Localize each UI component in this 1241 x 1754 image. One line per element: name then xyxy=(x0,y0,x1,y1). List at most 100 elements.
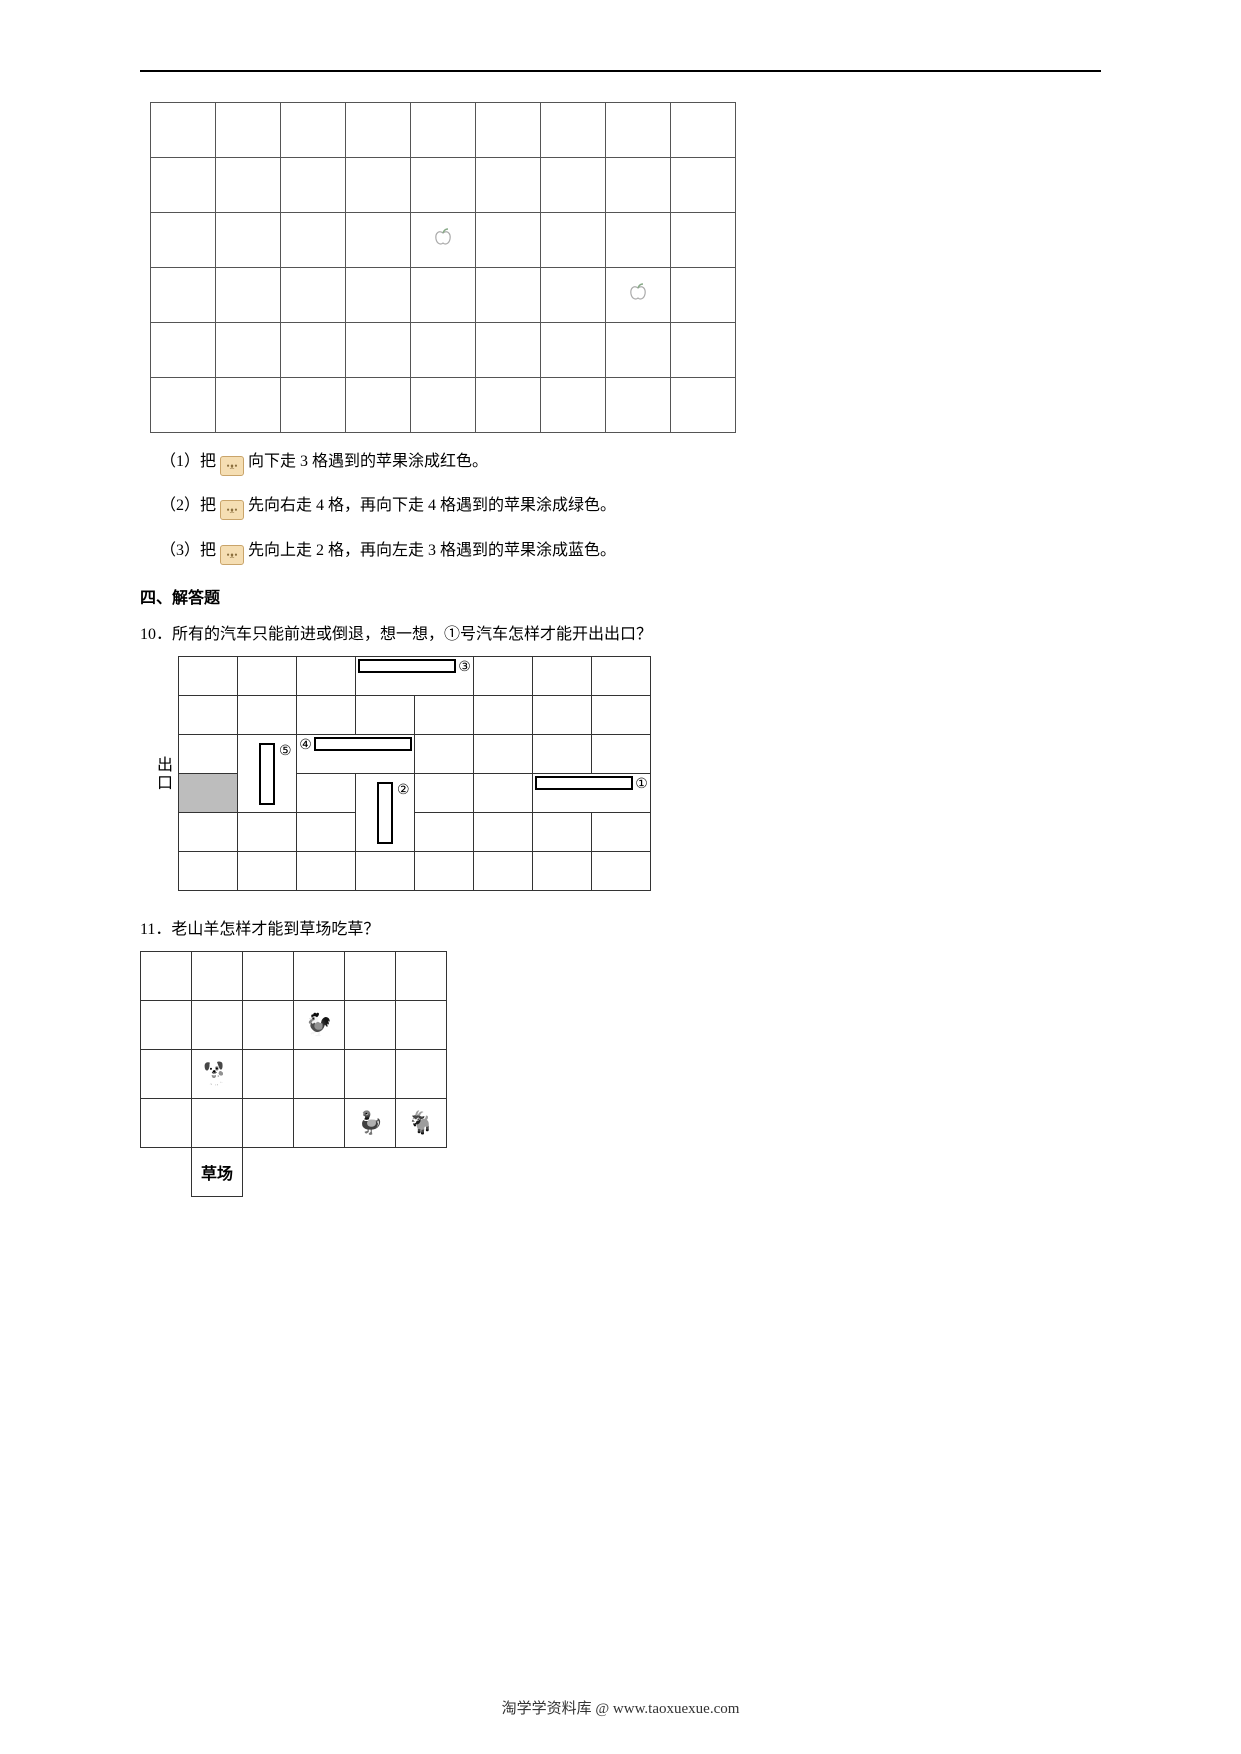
car-cell: ③ xyxy=(356,657,474,696)
car-label: ③ xyxy=(458,659,471,676)
car-grid-cell xyxy=(179,774,238,813)
apple-grid-cell xyxy=(541,378,606,433)
apple-grid-cell xyxy=(346,323,411,378)
goat-grid-cell: 🐕 xyxy=(192,1050,243,1099)
goat-grid-cell xyxy=(141,1001,192,1050)
apple-grid-cell xyxy=(346,268,411,323)
apple-grid-cell xyxy=(151,213,216,268)
apple-grid-cell xyxy=(411,213,476,268)
goat-grid-cell xyxy=(243,952,294,1001)
car-grid-cell xyxy=(238,852,297,891)
exit-label: 出口 xyxy=(150,756,174,792)
apple-grid-cell xyxy=(541,158,606,213)
apple-grid-cell xyxy=(671,158,736,213)
subq-3-tail: 先向上走 2 格，再向左走 3 格遇到的苹果涂成蓝色。 xyxy=(248,542,616,559)
apple-grid-cell xyxy=(216,158,281,213)
subq-1: （1）把 向下走 3 格遇到的苹果涂成红色。 xyxy=(160,447,1101,477)
goat-grid-cell xyxy=(141,952,192,1001)
car-grid-cell xyxy=(592,657,651,696)
apple-grid-cell xyxy=(476,268,541,323)
goat-grid-cell xyxy=(345,1050,396,1099)
car-grid-cell xyxy=(474,657,533,696)
car-label: ⑤ xyxy=(279,743,292,760)
goat-grid-cell xyxy=(345,1001,396,1050)
apple-grid-cell xyxy=(606,158,671,213)
animal-icon: 🐐 xyxy=(407,1110,434,1135)
car-grid-cell xyxy=(415,852,474,891)
subq-3: （3）把 先向上走 2 格，再向左走 3 格遇到的苹果涂成蓝色。 xyxy=(160,536,1101,566)
car-body-shape xyxy=(377,782,393,844)
goat-grid-cell: 🦆 xyxy=(345,1099,396,1148)
goat-grid-cell xyxy=(294,1148,345,1197)
goat-grid-cell xyxy=(192,1001,243,1050)
goat-grid-cell xyxy=(396,1001,447,1050)
goat-grid-cell xyxy=(243,1148,294,1197)
cat-icon xyxy=(220,545,244,565)
car-cell: ② xyxy=(356,774,415,852)
apple-grid-cell xyxy=(671,103,736,158)
car-grid-cell xyxy=(415,735,474,774)
car-grid-cell xyxy=(415,813,474,852)
goat-grid-cell xyxy=(192,1099,243,1148)
apple-grid xyxy=(150,102,736,433)
goat-grid-cell: 草场 xyxy=(192,1148,243,1197)
apple-grid-cell xyxy=(346,103,411,158)
apple-grid-cell xyxy=(281,103,346,158)
car-grid-body: ③⑤④②① xyxy=(179,657,651,891)
car-grid-cell xyxy=(179,735,238,774)
apple-grid-cell xyxy=(411,378,476,433)
car-grid-cell xyxy=(238,657,297,696)
apple-grid-cell xyxy=(216,213,281,268)
apple-grid-cell xyxy=(346,378,411,433)
goat-grid-cell: 🐐 xyxy=(396,1099,447,1148)
apple-grid-cell xyxy=(411,323,476,378)
apple-grid-cell xyxy=(671,268,736,323)
apple-grid-cell xyxy=(281,268,346,323)
car-grid-cell xyxy=(474,735,533,774)
apple-grid-cell xyxy=(671,323,736,378)
subq-1-tail: 向下走 3 格遇到的苹果涂成红色。 xyxy=(248,453,488,470)
goat-grid-cell xyxy=(396,952,447,1001)
car-grid-cell xyxy=(179,696,238,735)
goat-grid: 🐓🐕🦆🐐草场 xyxy=(140,951,447,1197)
apple-grid-cell xyxy=(476,378,541,433)
car-grid-cell xyxy=(356,852,415,891)
apple-grid-cell xyxy=(346,213,411,268)
goat-grid-cell xyxy=(294,1050,345,1099)
goat-grid-cell xyxy=(396,1148,447,1197)
car-grid-cell xyxy=(533,813,592,852)
car-grid-cell xyxy=(474,852,533,891)
goat-grid-cell xyxy=(345,952,396,1001)
apple-grid-cell xyxy=(281,213,346,268)
car-grid-cell xyxy=(179,813,238,852)
apple-grid-cell xyxy=(606,323,671,378)
car-grid-cell xyxy=(533,696,592,735)
apple-grid-cell xyxy=(216,103,281,158)
car-grid-cell xyxy=(592,696,651,735)
goat-grid-cell xyxy=(294,1099,345,1148)
apple-grid-cell xyxy=(606,103,671,158)
apple-icon xyxy=(431,225,455,255)
car-body-shape xyxy=(535,776,633,790)
car-grid-cell xyxy=(533,735,592,774)
apple-grid-cell xyxy=(671,378,736,433)
apple-grid-cell xyxy=(216,323,281,378)
apple-grid-cell xyxy=(411,103,476,158)
car-grid-cell xyxy=(592,813,651,852)
car-cell: ⑤ xyxy=(238,735,297,813)
car-grid-cell xyxy=(474,774,533,813)
apple-icon xyxy=(626,280,650,310)
q10-text: 10．所有的汽车只能前进或倒退，想一想，①号汽车怎样才能开出出口？ xyxy=(140,620,1101,644)
car-grid-cell xyxy=(474,696,533,735)
car-grid-cell xyxy=(297,852,356,891)
goat-grid-cell xyxy=(141,1099,192,1148)
car-grid-cell xyxy=(592,735,651,774)
apple-grid-cell xyxy=(151,268,216,323)
animal-icon: 🦆 xyxy=(356,1110,383,1135)
apple-grid-cell xyxy=(346,158,411,213)
goat-grid-cell xyxy=(141,1050,192,1099)
car-grid-cell xyxy=(533,657,592,696)
car-label: ④ xyxy=(299,737,312,754)
apple-grid-cell xyxy=(151,378,216,433)
car-cell: ④ xyxy=(297,735,415,774)
